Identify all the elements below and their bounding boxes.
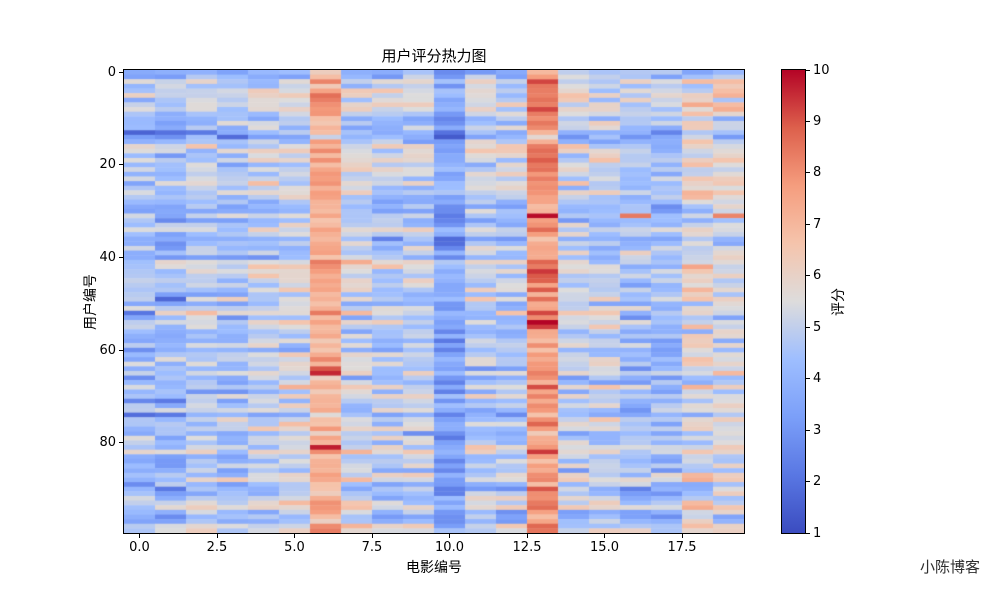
watermark: 小陈博客 — [919, 558, 980, 576]
colorbar-tick-label: 9 — [813, 113, 822, 129]
x-tick-mark — [604, 534, 605, 538]
heatmap-plot-area — [123, 69, 745, 534]
x-axis-label: 电影编号 — [406, 560, 462, 576]
colorbar-tick-mark — [806, 120, 810, 122]
x-tick-label: 12.5 — [512, 540, 542, 555]
y-tick-mark — [119, 71, 123, 73]
colorbar-tick-label: 4 — [813, 371, 822, 387]
colorbar-tick-mark — [806, 223, 810, 225]
y-tick-label: 80 — [99, 435, 116, 451]
x-tick-mark — [139, 534, 140, 538]
x-tick-label: 7.5 — [361, 540, 383, 555]
y-tick-label: 20 — [99, 157, 116, 173]
y-tick-label: 0 — [107, 64, 116, 80]
colorbar-tick-label: 2 — [813, 474, 822, 490]
colorbar-tick-mark — [806, 69, 810, 71]
x-tick-mark — [294, 534, 295, 538]
colorbar-tick-label: 1 — [813, 525, 822, 541]
y-tick-mark — [119, 164, 123, 166]
heatmap-canvas — [124, 70, 744, 533]
colorbar-tick-label: 8 — [813, 165, 822, 181]
y-tick-label: 40 — [99, 250, 116, 265]
x-tick-mark — [449, 534, 450, 538]
x-tick-label: 5.0 — [284, 540, 305, 555]
colorbar-label: 评分 — [831, 288, 847, 316]
y-tick-mark — [119, 349, 123, 351]
colorbar-tick-mark — [806, 481, 810, 483]
y-tick-mark — [119, 442, 123, 444]
x-tick-mark — [371, 534, 373, 538]
y-axis-label: 用户编号 — [83, 274, 99, 330]
chart-title: 用户评分热力图 — [381, 47, 487, 65]
x-tick-label: 2.5 — [206, 540, 228, 555]
colorbar — [781, 69, 806, 534]
colorbar-tick-mark — [806, 172, 810, 174]
y-tick-label: 60 — [99, 342, 116, 358]
colorbar-tick-mark — [806, 429, 810, 431]
colorbar-tick-label: 3 — [813, 422, 822, 438]
x-tick-label: 0.0 — [129, 540, 150, 555]
colorbar-tick-label: 10 — [813, 62, 830, 78]
x-tick-label: 10.0 — [435, 540, 464, 555]
x-tick-mark — [216, 534, 218, 538]
colorbar-tick-label: 7 — [813, 216, 822, 232]
x-tick-mark — [681, 534, 683, 538]
y-tick-mark — [119, 257, 123, 258]
x-tick-label: 17.5 — [667, 540, 697, 555]
colorbar-tick-label: 6 — [813, 268, 822, 284]
colorbar-tick-label: 5 — [813, 319, 822, 335]
colorbar-tick-mark — [806, 532, 810, 534]
colorbar-tick-mark — [806, 275, 810, 277]
x-tick-label: 15.0 — [590, 540, 619, 555]
colorbar-tick-mark — [806, 326, 810, 328]
x-tick-mark — [526, 534, 528, 538]
colorbar-tick-mark — [806, 378, 810, 380]
